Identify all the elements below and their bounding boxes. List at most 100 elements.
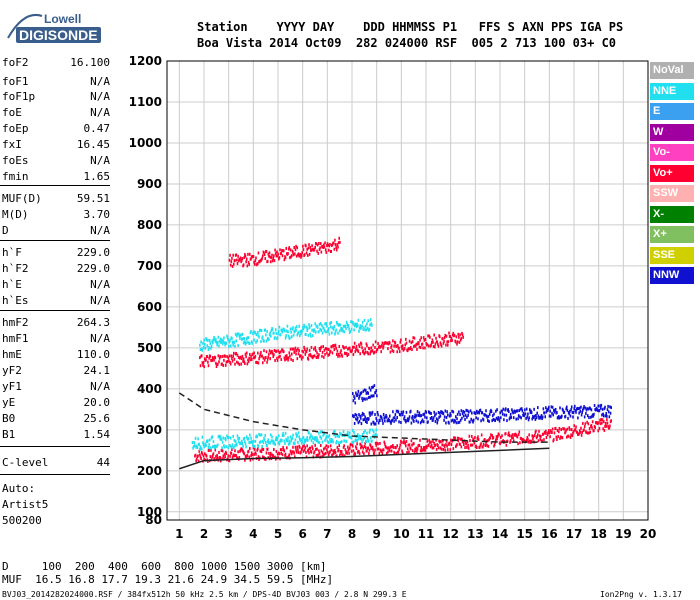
data-point [284,358,286,362]
data-point [350,327,353,331]
param-row: M(D) 3.70 [2,208,110,223]
param-value: 59.51 [76,192,110,205]
data-point [429,416,432,420]
data-point [427,420,429,424]
data-point [240,362,242,366]
data-point [273,254,275,258]
data-point [485,409,487,413]
y-tick-label: 900 [137,177,162,191]
data-point [327,353,329,357]
data-point [247,252,249,256]
data-point [220,355,222,359]
data-point [440,342,442,346]
data-point [365,342,368,346]
data-point [318,353,320,357]
param-name: C-level [2,456,49,469]
data-point [338,443,341,447]
data-point [400,338,402,342]
data-point [469,409,472,413]
param-row: foF2 16.100 [2,56,110,71]
data-point [268,337,270,341]
data-point [253,262,256,266]
data-point [461,331,463,335]
data-point [503,418,505,422]
data-point [493,412,495,416]
data-point [561,436,564,440]
data-point [324,352,326,356]
param-name: hmE [2,348,22,361]
data-point [238,362,241,366]
data-point [335,441,337,445]
data-point [211,358,213,362]
data-point [346,323,349,327]
data-point [220,459,222,463]
data-point [462,440,464,444]
data-point [320,436,323,440]
data-point [308,243,310,247]
param-row: D N/A [2,224,110,239]
data-point [405,444,407,448]
data-point [467,413,469,417]
data-point [269,334,272,338]
data-point [549,429,552,433]
data-point [425,341,427,345]
data-point [251,453,254,457]
data-point [463,414,465,418]
data-point [456,342,458,346]
data-point [226,354,228,358]
data-point [220,340,223,344]
data-point [539,437,542,441]
data-point [197,459,200,463]
data-point [350,320,352,324]
data-point [234,362,236,366]
data-point [244,254,247,258]
data-point [392,349,395,353]
data-point [203,457,205,461]
data-point [265,339,268,343]
data-point [258,458,260,462]
data-point [411,416,413,420]
data-point [221,446,223,450]
data-point [406,450,408,454]
data-point [292,445,294,449]
data-point [368,451,370,455]
data-point [339,431,341,435]
data-point [423,338,426,342]
data-point [376,348,379,352]
data-point [581,410,583,414]
data-point [541,417,543,421]
data-point [398,350,401,354]
data-point [517,417,519,421]
data-point [204,452,206,456]
data-point [313,347,315,351]
data-point [355,391,357,395]
data-point [379,345,382,349]
data-point [237,355,240,359]
data-point [243,337,246,341]
data-point [317,453,320,457]
param-row: foEp 0.47 [2,122,110,137]
data-point [395,409,398,413]
data-point [281,448,283,452]
data-point [322,245,324,249]
data-point [601,421,603,425]
data-point [308,353,310,357]
header-line-2: Boa Vista 2014 Oct09 282 024000 RSF 005 … [197,36,617,50]
data-point [580,405,582,409]
data-point [601,418,604,422]
data-point [195,444,198,448]
data-point [271,327,274,331]
data-point [345,320,348,324]
data-point [270,439,273,443]
data-point [432,439,434,443]
data-point [396,444,398,448]
data-point [413,419,415,423]
data-point [578,411,580,415]
data-point [419,438,421,442]
data-point [482,442,485,446]
x-tick-label: 7 [323,527,331,541]
data-point [384,415,387,419]
data-point [321,450,324,454]
data-point [265,440,267,444]
data-point [197,454,199,458]
